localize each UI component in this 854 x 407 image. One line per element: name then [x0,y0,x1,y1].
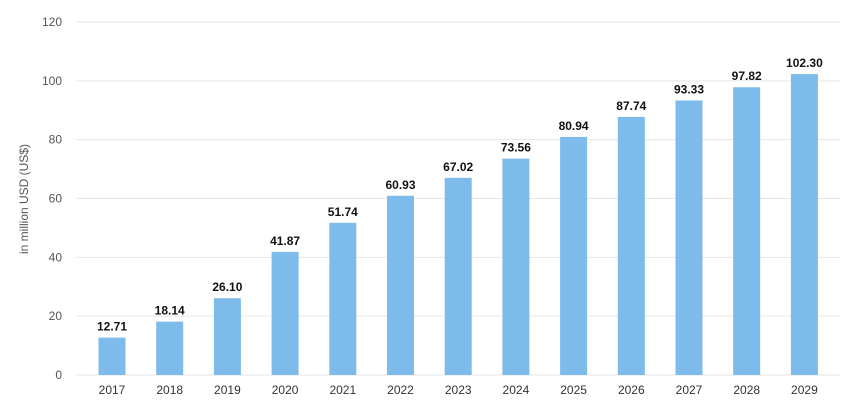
x-tick-label-2021: 2021 [329,383,356,397]
data-label-2026: 87.74 [616,99,646,113]
data-label-2022: 60.93 [385,178,415,192]
x-tick-label-2024: 2024 [503,383,530,397]
x-tick-label-2017: 2017 [99,383,126,397]
data-label-2028: 97.82 [732,69,762,83]
y-tick-label: 40 [49,250,63,264]
data-label-2018: 18.14 [155,304,185,318]
data-label-2019: 26.10 [212,280,242,294]
x-tick-label-2020: 2020 [272,383,299,397]
data-label-2017: 12.71 [97,320,127,334]
x-tick-label-2025: 2025 [560,383,587,397]
bar-2021[interactable] [329,222,357,375]
bar-2022[interactable] [387,195,414,375]
bar-2025[interactable] [560,136,588,375]
bar-2019[interactable] [213,298,241,375]
bar-2028[interactable] [733,87,761,376]
data-label-2021: 51.74 [328,205,358,219]
bars [98,74,818,376]
data-label-2024: 73.56 [501,141,531,155]
x-tick-label-2029: 2029 [791,383,818,397]
bar-2029[interactable] [790,74,818,375]
y-tick-label: 120 [42,15,62,29]
x-tick-label-2023: 2023 [445,383,472,397]
x-tick-label-2018: 2018 [156,383,183,397]
bar-2017[interactable] [98,337,126,375]
x-axis-ticks: 2017 2018 2019 2020 2021 2022 2023 2024 2025 2026… [99,383,818,397]
x-tick-label-2028: 2028 [733,383,760,397]
bar-2026[interactable] [617,116,645,375]
bar-2020[interactable] [271,251,299,375]
data-label-2029: 102.30 [786,56,823,70]
y-axis-title: in million USD (US$) [17,144,31,254]
x-tick-label-2026: 2026 [618,383,645,397]
x-tick-label-2027: 2027 [676,383,703,397]
bar-2024[interactable] [502,158,530,375]
data-label-2023: 67.02 [443,160,473,174]
y-tick-label: 20 [49,309,63,323]
x-tick-label-2022: 2022 [387,383,414,397]
y-axis-ticks: 0 20 40 60 80 100 120 [42,15,62,382]
y-tick-label: 100 [42,74,62,88]
data-label-2025: 80.94 [559,119,589,133]
x-tick-label-2019: 2019 [214,383,241,397]
y-tick-label: 0 [55,368,62,382]
bar-2027[interactable] [675,100,703,375]
data-label-2027: 93.33 [674,82,704,96]
data-labels: 12.71 18.14 26.10 41.87 51.74 60.93 67.02 73.56… [97,56,823,334]
bar-2023[interactable] [444,177,472,375]
bar-2018[interactable] [156,321,184,375]
y-tick-label: 60 [49,192,63,206]
y-tick-label: 80 [49,133,63,147]
data-label-2020: 41.87 [270,234,300,248]
